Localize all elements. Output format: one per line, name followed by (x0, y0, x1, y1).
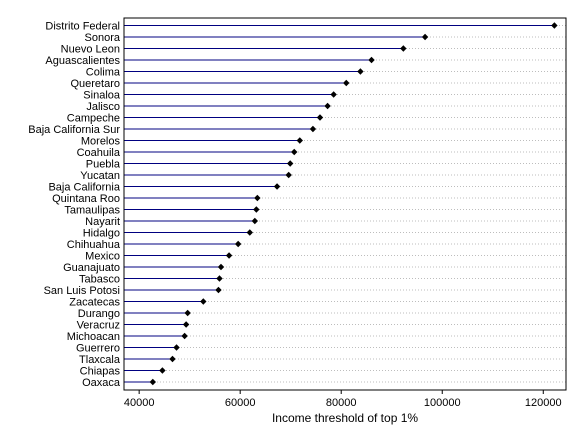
x-tick-label: 40000 (124, 397, 155, 409)
data-point (285, 171, 292, 179)
data-point (216, 275, 223, 282)
category-label: Nayarit (85, 216, 120, 228)
data-point (316, 114, 324, 121)
plot-area-frame (123, 17, 567, 391)
data-point (324, 102, 331, 110)
category-label: Tabasco (79, 274, 120, 286)
category-label: Veracruz (77, 320, 120, 332)
x-axis-title: Income threshold of top 1% (272, 411, 418, 425)
x-tick-label: 100000 (424, 397, 461, 409)
category-label: Mexico (85, 251, 120, 263)
category-label: Hidalgo (83, 228, 120, 240)
category-label: Zacatecas (69, 297, 120, 309)
data-point (330, 91, 337, 98)
stem-lines (124, 25, 555, 383)
data-point (368, 56, 375, 64)
data-points (149, 22, 558, 386)
data-point (254, 194, 261, 202)
data-point (551, 22, 558, 29)
data-point (400, 45, 407, 52)
data-point (169, 355, 176, 363)
data-point (273, 183, 281, 190)
data-point (421, 33, 429, 41)
category-label: Campeche (67, 113, 120, 125)
data-point (184, 309, 191, 317)
data-point (291, 148, 298, 156)
category-label: Tamaulipas (64, 205, 120, 217)
category-label: Guerrero (76, 343, 120, 355)
data-point (159, 367, 166, 374)
data-point (251, 217, 259, 225)
category-label: Quintana Roo (52, 193, 120, 205)
data-point (182, 321, 190, 328)
category-label: Tlaxcala (79, 354, 121, 366)
category-label: Michoacan (67, 331, 120, 343)
grid-lines (124, 25, 566, 383)
category-label: San Luis Potosi (44, 285, 120, 297)
category-label: Morelos (81, 136, 121, 148)
category-label: Oaxaca (82, 377, 121, 389)
category-label: Baja California Sur (28, 124, 120, 136)
data-point (200, 298, 207, 305)
data-point (357, 68, 364, 75)
category-label: Coahuila (77, 147, 121, 159)
data-point (215, 286, 222, 294)
data-point (309, 125, 317, 133)
x-tick-label: 60000 (225, 397, 256, 409)
data-point (246, 229, 253, 236)
category-label: Baja California (48, 182, 120, 194)
x-tick-label: 120000 (525, 397, 562, 409)
category-label: Yucatan (80, 170, 120, 182)
data-point (234, 240, 242, 248)
category-label: Sonora (85, 32, 121, 44)
category-label: Jalisco (86, 101, 120, 113)
category-label: Sinaloa (83, 90, 121, 102)
category-label: Colima (86, 67, 121, 79)
x-axis: 40000 60000 80000 100000 120000 (124, 390, 562, 409)
x-tick-label: 80000 (326, 397, 357, 409)
data-point (225, 252, 233, 259)
data-point (343, 79, 350, 87)
category-label: Guanajuato (63, 262, 120, 274)
category-label: Distrito Federal (45, 21, 120, 33)
category-label: Queretaro (70, 78, 120, 90)
category-label: Chihuahua (67, 239, 121, 251)
data-point (173, 344, 180, 351)
category-label: Chiapas (80, 366, 121, 378)
data-point (181, 332, 188, 340)
data-point (296, 137, 303, 144)
data-point (286, 160, 294, 167)
data-point (217, 263, 225, 271)
data-point (253, 206, 260, 213)
category-label: Puebla (86, 159, 121, 171)
category-label: Durango (78, 308, 120, 320)
category-label: Aguascalientes (45, 55, 120, 67)
data-point (149, 378, 156, 386)
category-label: Nuevo Leon (61, 44, 120, 56)
